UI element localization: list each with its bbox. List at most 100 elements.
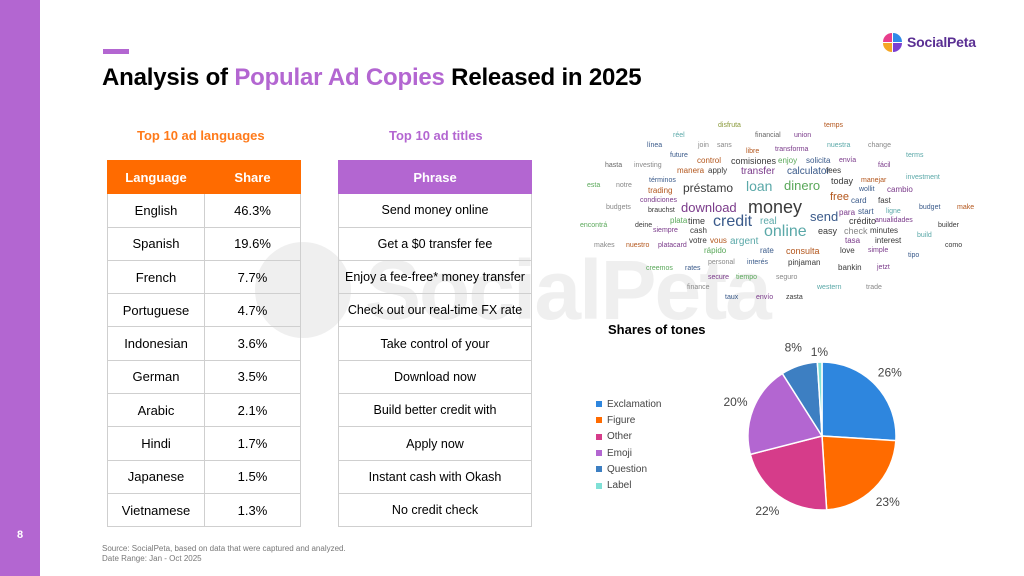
phrase-row: Download now — [338, 359, 532, 395]
cloud-word: future — [670, 152, 688, 159]
cloud-word: check — [844, 226, 868, 236]
cloud-word: finance — [687, 284, 710, 291]
language-row: Portuguese 4.7% — [107, 293, 301, 328]
legend-swatch — [596, 401, 602, 408]
cloud-word: temps — [824, 122, 844, 129]
legend-label: Exclamation — [607, 398, 662, 410]
cloud-word: investment — [906, 174, 940, 181]
cloud-word: secure — [708, 274, 730, 281]
language-cell: Japanese — [107, 459, 205, 494]
cloud-word: minutes — [870, 226, 899, 235]
titles-header-row: Phrase — [338, 159, 532, 195]
pie-slice-label — [816, 361, 823, 437]
phrase-cell: Get a $0 transfer fee — [338, 226, 532, 261]
language-cell: Vietnamese — [107, 492, 205, 528]
language-row: Spanish 19.6% — [107, 226, 301, 261]
legend-item: Exclamation — [596, 396, 661, 412]
cloud-word: sans — [717, 142, 732, 149]
cloud-word: deine — [635, 222, 653, 229]
phrase-cell: Apply now — [338, 426, 532, 461]
cloud-word: réel — [673, 132, 685, 139]
language-cell: German — [107, 359, 205, 395]
cloud-word: rates — [685, 265, 701, 272]
language-cell: English — [107, 193, 205, 228]
cloud-word: real — [760, 216, 777, 227]
phrase-column-header: Phrase — [338, 159, 532, 195]
cloud-word: join — [698, 142, 709, 149]
cloud-word: rate — [760, 246, 774, 255]
cloud-word: brauchst — [648, 207, 675, 214]
cloud-word: esta — [587, 182, 601, 189]
cloud-word: download — [681, 200, 737, 215]
legend-item: Figure — [596, 412, 661, 428]
pie-slice-other — [749, 435, 828, 511]
title-post: Released in 2025 — [444, 64, 642, 91]
legend-label: Figure — [607, 414, 636, 426]
pie-label: 22% — [755, 504, 779, 518]
cloud-word: fees — [826, 166, 842, 175]
cloud-word: union — [794, 132, 812, 139]
cloud-word: card — [851, 196, 867, 205]
cloud-word: financial — [755, 132, 781, 139]
cloud-word: build — [917, 232, 932, 239]
cloud-word: disfruta — [718, 122, 741, 129]
cloud-word: send — [810, 209, 839, 224]
cloud-word: zasta — [786, 294, 803, 301]
share-cell: 3.5% — [204, 359, 301, 395]
phrase-cell: Enjoy a fee-free* money transfer — [338, 259, 532, 295]
pie-label: 1% — [811, 345, 829, 359]
phrase-row: No credit check — [338, 492, 532, 528]
share-cell: 46.3% — [204, 193, 301, 228]
cloud-word: rápido — [704, 246, 727, 255]
cloud-word: platacard — [658, 242, 687, 249]
phrase-cell: Check out our real-time FX rate — [338, 293, 532, 328]
cloud-word: personal — [708, 259, 735, 266]
cloud-word: tiempo — [736, 274, 758, 281]
footer-source: Source: SocialPeta, based on data that w… — [102, 544, 346, 553]
footer-note: Source: SocialPeta, based on data that w… — [102, 544, 346, 564]
cloud-word: cash — [690, 226, 707, 235]
legend-item: Other — [596, 429, 661, 445]
cloud-word: free — [830, 191, 849, 203]
page-number: 8 — [16, 529, 24, 541]
language-row: Vietnamese 1.3% — [107, 492, 301, 528]
cloud-word: siempre — [653, 227, 678, 234]
cloud-word: trading — [648, 186, 673, 195]
cloud-word: tasa — [845, 236, 861, 245]
cloud-word: argent — [730, 236, 759, 247]
cloud-word: pinjaman — [788, 258, 821, 267]
cloud-word: western — [817, 284, 842, 291]
legend-label: Label — [607, 480, 632, 492]
cloud-word: seguro — [776, 274, 798, 281]
phrase-cell: Download now — [338, 359, 532, 395]
cloud-word: loan — [746, 178, 773, 194]
cloud-word: manejar — [861, 177, 887, 184]
language-cell: Hindi — [107, 426, 205, 461]
phrase-cell: No credit check — [338, 492, 532, 528]
legend-label: Emoji — [607, 447, 633, 459]
phrase-row: Apply now — [338, 426, 532, 461]
tones-chart-title: Shares of tones — [608, 322, 706, 337]
phrase-row: Get a $0 transfer fee — [338, 226, 532, 261]
cloud-word: cambio — [887, 185, 913, 194]
share-cell: 7.7% — [204, 259, 301, 295]
socialpeta-logo: SocialPeta — [883, 31, 976, 53]
cloud-word: plata — [670, 216, 688, 225]
cloud-word: encontrá — [580, 222, 608, 229]
legend-label: Other — [607, 431, 633, 443]
title-pre: Analysis of — [102, 64, 235, 91]
legend-item: Question — [596, 461, 661, 477]
languages-table: Language Share English 46.3% Spanish 19.6% F… — [107, 159, 301, 528]
phrase-row: Send money online — [338, 193, 532, 228]
cloud-word: time — [688, 216, 706, 226]
cloud-word: nuestra — [827, 142, 851, 149]
share-cell: 19.6% — [204, 226, 301, 261]
cloud-word: términos — [649, 177, 676, 184]
phrase-row: Build better credit with — [338, 393, 532, 428]
cloud-word: vous — [710, 236, 727, 245]
pie-label: 8% — [785, 341, 803, 355]
share-cell: 1.5% — [204, 459, 301, 494]
phrase-cell: Instant cash with Okash — [338, 459, 532, 494]
legend-swatch — [596, 466, 602, 473]
cloud-word: nuestro — [626, 242, 650, 249]
